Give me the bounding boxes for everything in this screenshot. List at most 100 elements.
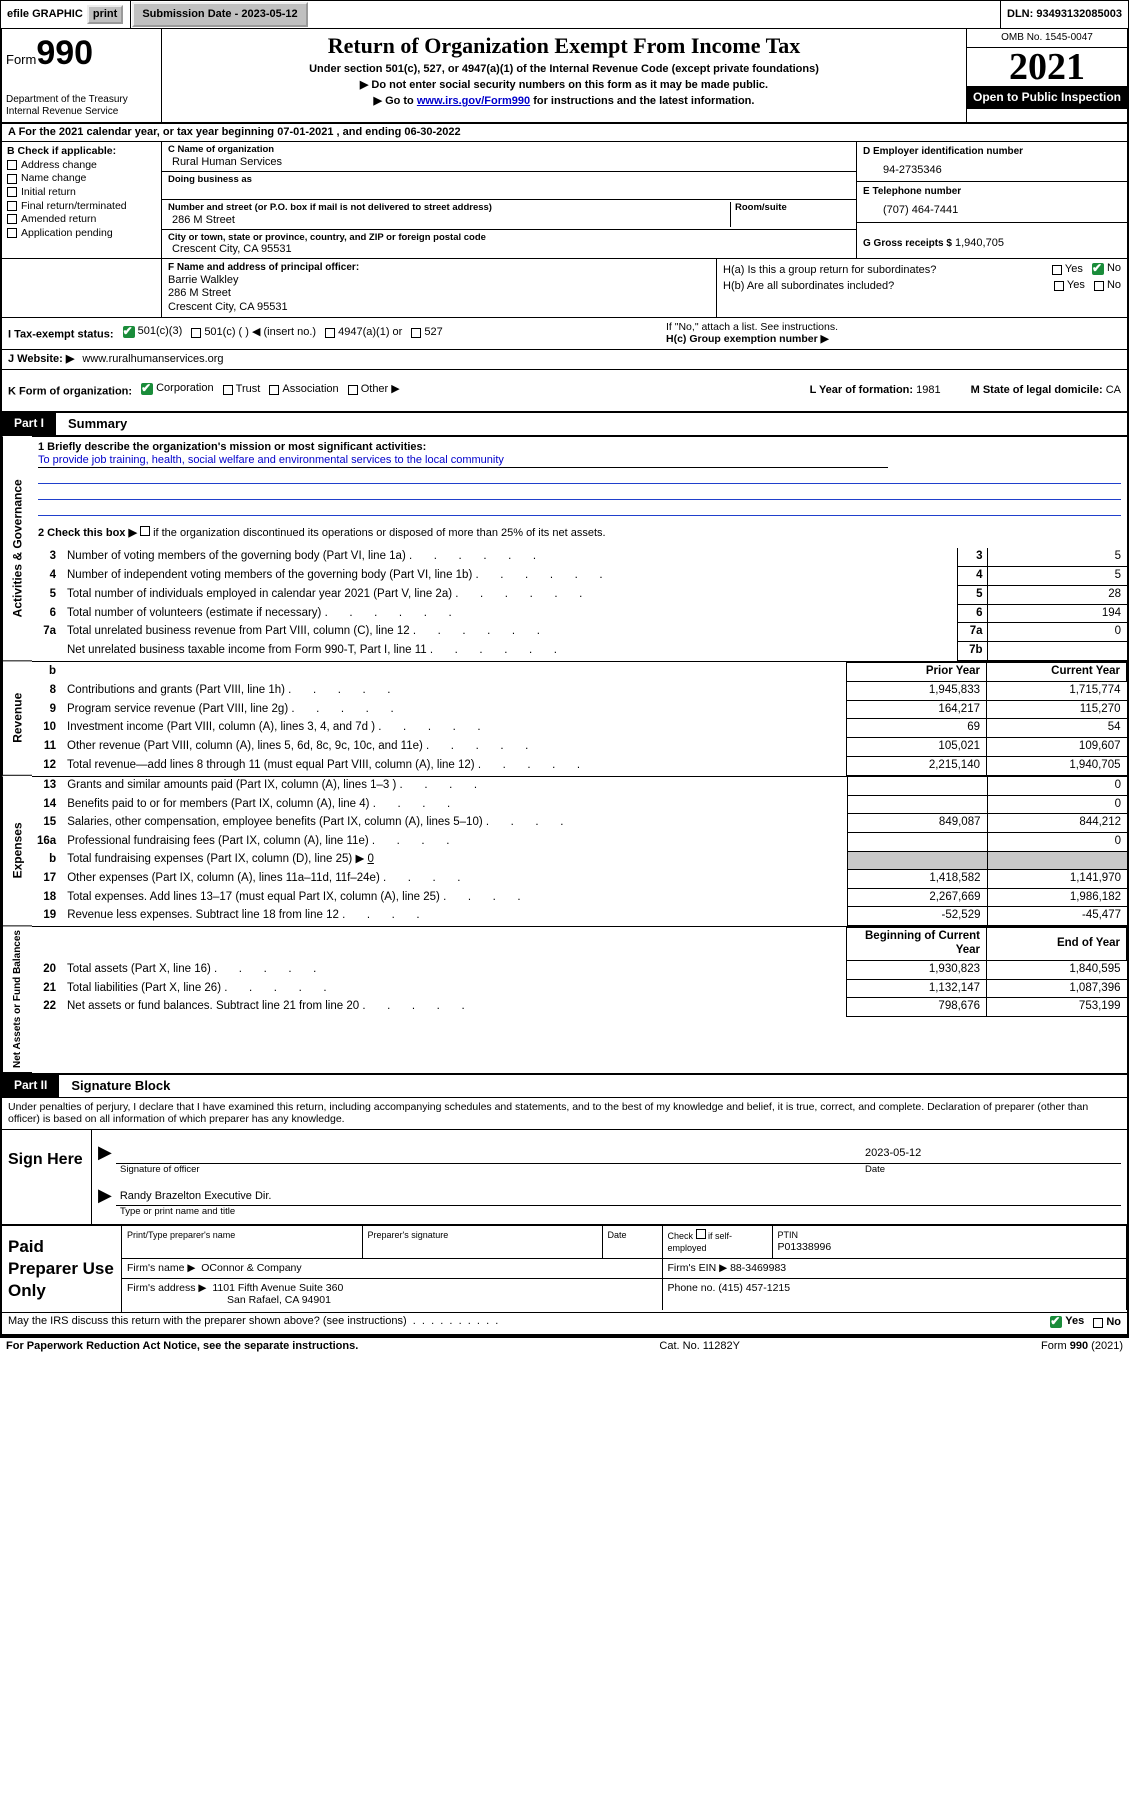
line-number: 9 — [32, 700, 62, 719]
footer-right: Form 990 (2021) — [1041, 1340, 1123, 1353]
print-button[interactable]: print — [87, 5, 123, 24]
dba-label: Doing business as — [168, 174, 850, 185]
4947-checkbox[interactable] — [325, 328, 335, 338]
section-lm: L Year of formation: 1981 M State of leg… — [810, 384, 1121, 397]
addr-label: Number and street (or P.O. box if mail i… — [168, 202, 730, 213]
net-table: Beginning of Current YearEnd of Year20To… — [32, 927, 1127, 1017]
firm-addr1: 1101 Fifth Avenue Suite 360 — [212, 1282, 343, 1294]
section-b-checkbox[interactable] — [7, 160, 17, 170]
section-b-label: Initial return — [21, 186, 76, 199]
section-b-label: Amended return — [21, 213, 96, 226]
ha-yes-checkbox[interactable] — [1052, 265, 1062, 275]
preparer-table: Print/Type preparer's name Preparer's si… — [122, 1226, 1127, 1310]
topbar-spacer — [309, 1, 1001, 28]
domicile-label: M State of legal domicile: — [971, 384, 1103, 396]
section-b-checkbox[interactable] — [7, 174, 17, 184]
net-hdr-blank — [32, 928, 62, 961]
prior-year-header: Prior Year — [847, 662, 987, 681]
hb-no-checkbox[interactable] — [1094, 281, 1104, 291]
current-year-value: 0 — [987, 833, 1127, 852]
corp-label: Corporation — [156, 382, 213, 395]
address-cell: Number and street (or P.O. box if mail i… — [162, 200, 856, 230]
line-number: 6 — [32, 604, 62, 623]
current-year-value: 1,715,774 — [987, 681, 1127, 700]
line-desc: Total revenue—add lines 8 through 11 (mu… — [62, 756, 847, 775]
trust-label: Trust — [236, 383, 261, 396]
line-box: 3 — [957, 548, 987, 566]
section-b-label: Final return/terminated — [21, 200, 127, 213]
line-number: 16a — [32, 833, 62, 852]
other-checkbox[interactable] — [348, 385, 358, 395]
section-a-prefix: A For the 2021 calendar year, or tax yea… — [8, 126, 277, 138]
discuss-yes: Yes — [1065, 1315, 1084, 1328]
tax-year-begin: 07-01-2021 — [277, 126, 333, 138]
vlabel-revenue: Revenue — [2, 661, 32, 776]
firm-phone-label: Phone no. — [668, 1282, 716, 1294]
line-desc: Number of independent voting members of … — [62, 566, 957, 585]
officer-signature-field[interactable] — [116, 1145, 861, 1163]
line-desc: Total number of individuals employed in … — [62, 585, 957, 604]
line-number: 12 — [32, 756, 62, 775]
discuss-no-checkbox[interactable] — [1093, 1318, 1103, 1328]
line-desc: Net assets or fund balances. Subtract li… — [62, 998, 847, 1017]
section-b-checkbox[interactable] — [7, 187, 17, 197]
begin-year-header: Beginning of Current Year — [847, 928, 987, 961]
corp-checkbox[interactable] — [141, 383, 153, 395]
ein-label: D Employer identification number — [863, 146, 1121, 158]
irs-link[interactable]: www.irs.gov/Form990 — [417, 95, 530, 107]
527-label: 527 — [424, 326, 442, 339]
header-block: Form990 Department of the Treasury Inter… — [0, 29, 1129, 124]
firm-addr-label: Firm's address ▶ — [127, 1282, 207, 1294]
hb-note: If "No," attach a list. See instructions… — [666, 321, 1121, 334]
prior-year-value: -52,529 — [847, 907, 987, 926]
line-value: 194 — [987, 604, 1127, 623]
form-title: Return of Organization Exempt From Incom… — [166, 33, 962, 59]
section-a-row: A For the 2021 calendar year, or tax yea… — [0, 124, 1129, 142]
trust-checkbox[interactable] — [223, 385, 233, 395]
hb-yes-checkbox[interactable] — [1054, 281, 1064, 291]
current-year-value: 115,270 — [987, 700, 1127, 719]
end-year-value: 1,840,595 — [987, 960, 1127, 979]
header-right: OMB No. 1545-0047 2021 Open to Public In… — [967, 29, 1127, 122]
part-i-title: Summary — [56, 413, 139, 435]
mission-rule — [38, 486, 1121, 500]
discontinued-checkbox[interactable] — [140, 526, 150, 536]
begin-year-value: 1,132,147 — [847, 979, 987, 998]
501c3-checkbox[interactable] — [123, 326, 135, 338]
ha-no-checkbox[interactable] — [1092, 263, 1104, 275]
prior-year-value — [847, 777, 987, 795]
rev-hdr-blank: b — [32, 662, 62, 681]
part-i-label: Part I — [2, 413, 56, 435]
firm-phone: (415) 457-1215 — [718, 1282, 790, 1294]
line2-post: if the organization discontinued its ope… — [153, 527, 606, 539]
signature-block: Under penalties of perjury, I declare th… — [0, 1098, 1129, 1336]
paid-preparer-label: Paid Preparer Use Only — [2, 1226, 122, 1312]
current-year-value: -45,477 — [987, 907, 1127, 926]
section-b-checkbox[interactable] — [7, 201, 17, 211]
tax-status-label: I Tax-exempt status: — [8, 329, 114, 341]
501c-checkbox[interactable] — [191, 328, 201, 338]
ag-section: 1 Briefly describe the organization's mi… — [32, 436, 1127, 661]
dln-value: 93493132085003 — [1036, 8, 1122, 21]
527-checkbox[interactable] — [411, 328, 421, 338]
mission-text: To provide job training, health, social … — [38, 454, 888, 468]
dln-cell: DLN: 93493132085003 — [1001, 1, 1128, 28]
prior-year-value — [847, 795, 987, 814]
self-employed-checkbox[interactable] — [696, 1229, 706, 1239]
line-desc: Revenue less expenses. Subtract line 18 … — [62, 907, 847, 926]
section-b-checkbox[interactable] — [7, 214, 17, 224]
org-name: Rural Human Services — [168, 156, 850, 169]
rev-section: bPrior YearCurrent Year8Contributions an… — [32, 661, 1127, 776]
4947-label: 4947(a)(1) or — [338, 326, 402, 339]
current-year-header: Current Year — [987, 662, 1127, 681]
line2-pre: 2 Check this box ▶ — [38, 527, 137, 539]
section-f: F Name and address of principal officer:… — [162, 259, 717, 317]
discuss-yes-checkbox[interactable] — [1050, 1316, 1062, 1328]
section-deg: D Employer identification number 94-2735… — [857, 142, 1127, 258]
line-number: 22 — [32, 998, 62, 1017]
assoc-checkbox[interactable] — [269, 385, 279, 395]
line-value: 5 — [987, 566, 1127, 585]
section-b-item: Final return/terminated — [7, 200, 156, 213]
section-b-checkbox[interactable] — [7, 228, 17, 238]
h-extra: If "No," attach a list. See instructions… — [666, 321, 1121, 346]
